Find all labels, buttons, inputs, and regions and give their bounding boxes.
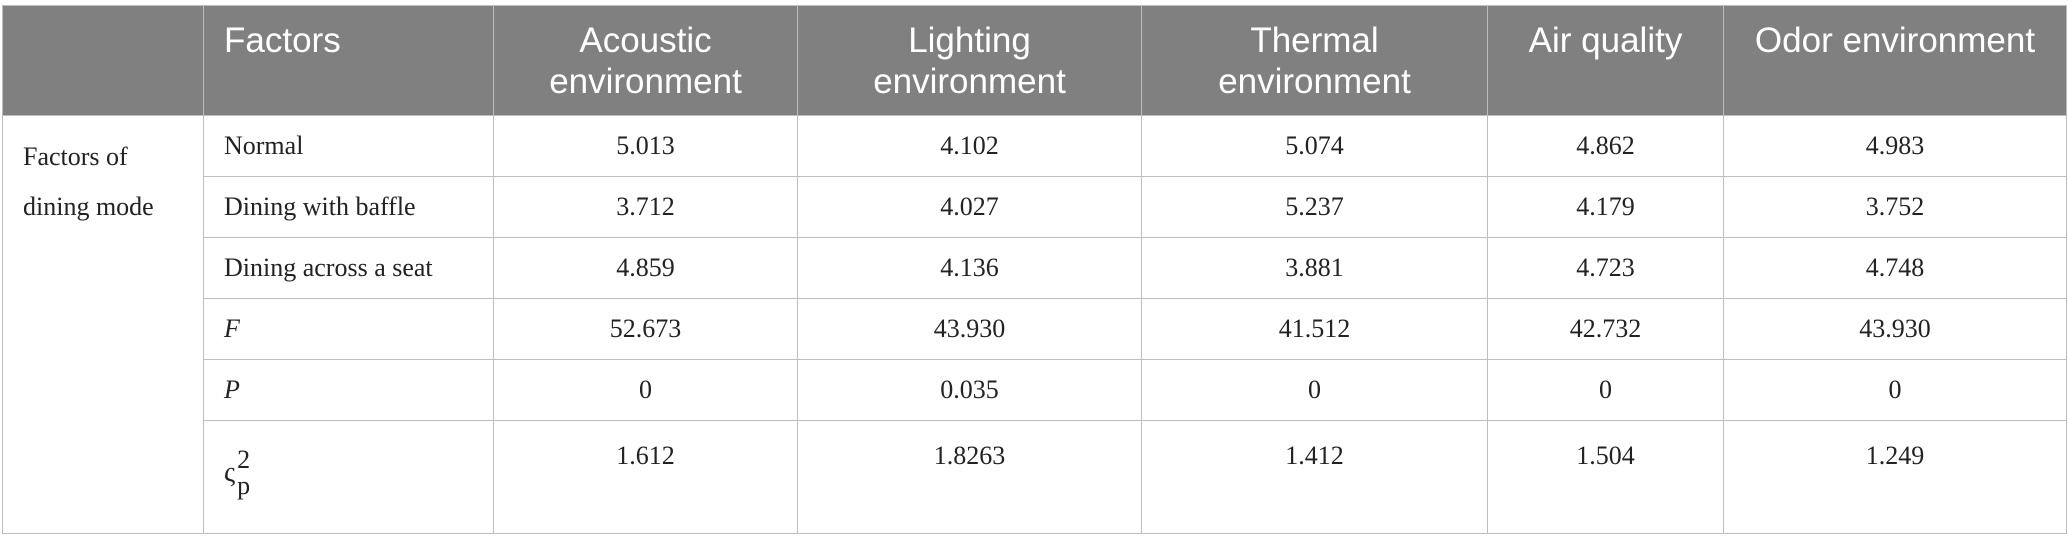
table-cell: 1.249: [1723, 420, 2067, 534]
header-thermal-environment: Thermal environment: [1141, 5, 1488, 116]
table-cell: 1.504: [1487, 420, 1724, 534]
header-acoustic-environment: Acoustic environment: [493, 5, 798, 116]
header-lighting-environment: Lighting environment: [797, 5, 1142, 116]
row-label-p-value: P: [203, 359, 494, 421]
row-label: Dining with baffle: [203, 176, 494, 238]
row-label: Normal: [203, 115, 494, 177]
effect-size-symbol: ς 2 p: [224, 441, 250, 499]
table-cell: 5.074: [1141, 115, 1488, 177]
table-cell: 0: [1487, 359, 1724, 421]
table-cell: 4.748: [1723, 237, 2067, 299]
table-cell: 0: [1723, 359, 2067, 421]
header-row: Factors Acoustic environment Lighting en…: [2, 5, 2067, 116]
row-label-effect-size: ς 2 p: [203, 420, 494, 534]
table-cell: 3.881: [1141, 237, 1488, 299]
header-odor-environment: Odor environment: [1723, 5, 2067, 116]
table-row: Dining across a seat 4.859 4.136 3.881 4…: [3, 237, 2067, 299]
header-empty-cell: [2, 5, 204, 116]
table-row: ς 2 p 1.612 1.8263 1.412 1.504 1.249: [3, 420, 2067, 534]
table-cell: 4.723: [1487, 237, 1724, 299]
header-air-quality: Air quality: [1487, 5, 1724, 116]
table-row: Factors of dining mode Normal 5.013 4.10…: [2, 115, 2067, 534]
table-cell: 4.027: [797, 176, 1142, 238]
table-cell: 1.8263: [797, 420, 1142, 534]
effect-size-superscript: 2: [237, 445, 251, 474]
table-cell: 4.862: [1487, 115, 1724, 177]
row-label-f-statistic: F: [203, 298, 494, 360]
table-cell: 43.930: [797, 298, 1142, 360]
effect-size-scripts: 2 p: [237, 447, 250, 499]
table-cell: 1.412: [1141, 420, 1488, 534]
table-row: P 0 0.035 0 0 0: [3, 359, 2067, 421]
effect-size-base: ς: [224, 457, 236, 488]
table-row: Dining with baffle 3.712 4.027 5.237 4.1…: [3, 176, 2067, 238]
table-cell: 52.673: [493, 298, 798, 360]
table-cell: 4.179: [1487, 176, 1724, 238]
table-cell: 0: [493, 359, 798, 421]
table-cell: 5.237: [1141, 176, 1488, 238]
data-table: Factors Acoustic environment Lighting en…: [2, 5, 2067, 534]
table-cell: 4.859: [493, 237, 798, 299]
group-label: Factors of dining mode: [2, 115, 204, 534]
table-cell: 4.136: [797, 237, 1142, 299]
header-factors: Factors: [203, 5, 494, 116]
table-cell: 0: [1141, 359, 1488, 421]
row-label: Dining across a seat: [203, 237, 494, 299]
effect-size-subscript: p: [237, 471, 251, 500]
table-cell: 4.102: [797, 115, 1142, 177]
table-cell: 1.612: [493, 420, 798, 534]
table-cell: 41.512: [1141, 298, 1488, 360]
table-cell: 42.732: [1487, 298, 1724, 360]
table-cell: 3.712: [493, 176, 798, 238]
table-cell: 3.752: [1723, 176, 2067, 238]
table-row: F 52.673 43.930 41.512 42.732 43.930: [3, 298, 2067, 360]
table-cell: 43.930: [1723, 298, 2067, 360]
table-cell: 4.983: [1723, 115, 2067, 177]
table-cell: 5.013: [493, 115, 798, 177]
table-cell: 0.035: [797, 359, 1142, 421]
